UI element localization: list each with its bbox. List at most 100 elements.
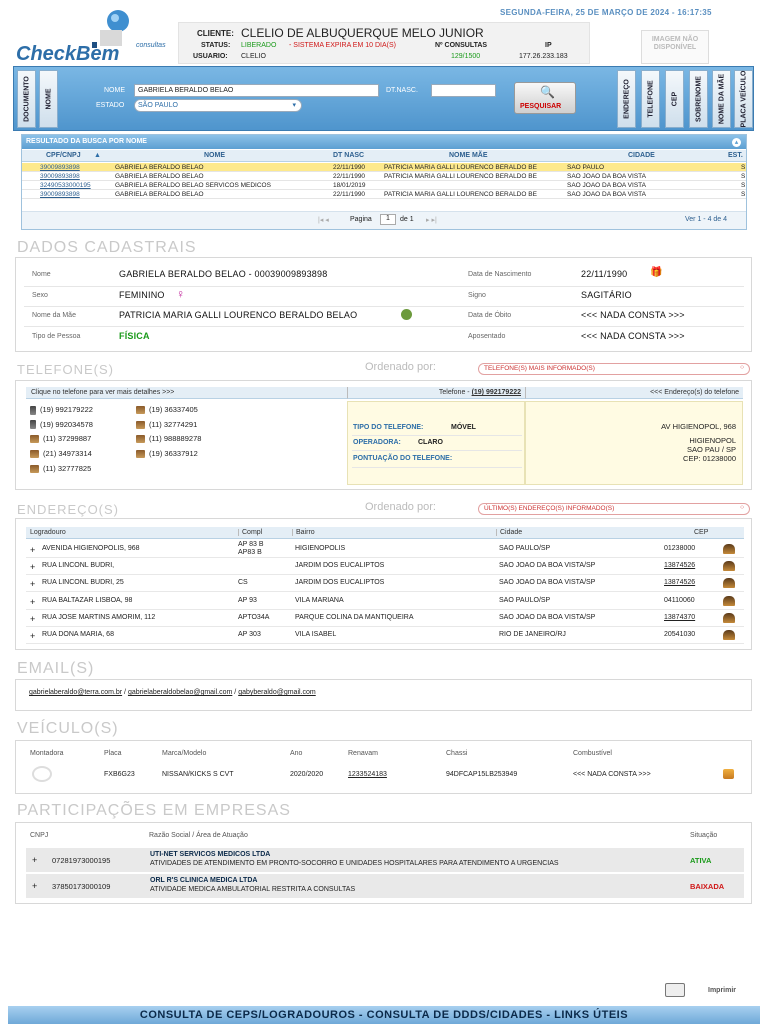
- company-name: ORL R'S CLINICA MEDICA LTDA: [150, 877, 258, 884]
- result-nome: GABRIELA BERALDO BELAO: [115, 164, 204, 171]
- col-est[interactable]: EST.: [728, 152, 743, 159]
- address-cidade: SAO PAULO/SP: [499, 545, 551, 552]
- pagina-input[interactable]: 1: [380, 214, 396, 225]
- result-dt: 22/11/1990: [333, 173, 366, 180]
- people-icon[interactable]: [723, 630, 735, 640]
- tipo-label: Tipo de Pessoa: [32, 333, 81, 340]
- phone-link[interactable]: (19) 36337912: [136, 449, 198, 459]
- enderecos-title: ENDEREÇO(S): [17, 502, 120, 517]
- pesquisar-button[interactable]: 🔍 PESQUISAR: [514, 82, 576, 114]
- telefones-title: TELEFONE(S): [17, 362, 114, 377]
- tab-telefone[interactable]: TELEFONE: [641, 70, 660, 128]
- veiculos-title: VEÍCULO(S): [17, 720, 119, 737]
- printer-icon[interactable]: [665, 983, 685, 997]
- tab-documento[interactable]: DOCUMENTO: [17, 70, 36, 128]
- expand-icon[interactable]: +: [30, 545, 36, 555]
- result-row[interactable]: 32490533000195 GABRIELA BERALDO BELAO SER…: [22, 181, 746, 190]
- expand-icon[interactable]: +: [30, 596, 36, 607]
- expand-icon[interactable]: +: [30, 631, 36, 641]
- address-cidade: SAO PAULO/SP: [499, 596, 551, 604]
- status-expire: - SISTEMA EXPIRA EM 10 DIA(S): [289, 42, 396, 49]
- dtnasc-input[interactable]: [431, 84, 496, 97]
- imprimir-link[interactable]: Imprimir: [708, 987, 737, 994]
- telephone-icon: [30, 464, 39, 473]
- phone-link[interactable]: (19) 36337405: [136, 405, 198, 415]
- nome-input[interactable]: GABRIELA BERALDO BELAO: [134, 84, 379, 97]
- result-row[interactable]: 39009893898 GABRIELA BERALDO BELAO 22/11/1…: [22, 190, 746, 199]
- tab-nome-da-mae[interactable]: NOME DA MÃE: [712, 70, 731, 128]
- tel-ordenado-label: Ordenado por:: [365, 361, 436, 373]
- logo[interactable]: CheckBem consultas: [14, 8, 174, 66]
- people-icon[interactable]: [723, 544, 735, 554]
- result-nome: GABRIELA BERALDO BELAO: [115, 173, 204, 180]
- ip-label: IP: [545, 42, 552, 49]
- results-header: CPF/CNPJ ▲ NOME DT NASC NOME MÃE CIDADE …: [22, 150, 746, 162]
- empresas-title: PARTICIPAÇÕES EM EMPRESAS: [17, 802, 291, 819]
- last-page-icon[interactable]: ▸ ▸|: [426, 217, 437, 224]
- footer-links[interactable]: CONSULTA DE CEPS/LOGRADOUROS - CONSULTA …: [8, 1006, 760, 1024]
- email-link[interactable]: gabrielaberaldobelao@gmail.com: [127, 689, 233, 696]
- estado-label: ESTADO: [96, 102, 125, 109]
- selected-phone[interactable]: (19) 992179222: [471, 389, 521, 396]
- col-dtnasc[interactable]: DT NASC: [333, 152, 365, 159]
- expand-icon[interactable]: +: [30, 562, 36, 573]
- phone-link[interactable]: (19) 992034578: [30, 420, 93, 430]
- col-chassi: Chassi: [446, 750, 468, 757]
- logo-graphic: CheckBem: [16, 10, 129, 65]
- col-nome-mae[interactable]: NOME MÃE: [449, 152, 488, 159]
- company-row: +07281973000195 UTI-NET SERVICOS MEDICOS …: [26, 848, 744, 872]
- result-nome: GABRIELA BERALDO BELAO: [115, 191, 204, 198]
- people-icon[interactable]: [723, 612, 735, 623]
- col-cidade[interactable]: CIDADE: [628, 152, 655, 159]
- expand-icon[interactable]: +: [30, 579, 36, 590]
- cliente-value: CLELIO DE ALBUQUERQUE MELO JUNIOR: [241, 26, 484, 40]
- first-page-icon[interactable]: |◂ ◂: [318, 217, 329, 224]
- phone-link[interactable]: (11) 32774291: [136, 420, 197, 429]
- company-area: ATIVIDADE MEDICA AMBULATORIAL RESTRITA A…: [150, 886, 356, 893]
- placa-value: FXB6G23: [104, 771, 135, 778]
- email-link[interactable]: gabrielaberaldo@terra.com.br: [29, 689, 123, 696]
- tab-nome[interactable]: NOME: [39, 70, 58, 128]
- result-cpf: 39009893898: [40, 191, 80, 198]
- col-placa: Placa: [104, 750, 122, 757]
- no-brand-icon: [32, 766, 52, 782]
- col-nome[interactable]: NOME: [204, 152, 225, 159]
- result-row[interactable]: 39009893898 GABRIELA BERALDO BELAO 22/11/1…: [22, 163, 746, 172]
- collapse-icon[interactable]: ▴: [732, 138, 741, 147]
- phone-number: (19) 36337912: [149, 449, 198, 459]
- tab-sobrenome[interactable]: SOBRENOME: [689, 70, 708, 128]
- phone-link[interactable]: (11) 37299887: [30, 434, 91, 444]
- tab-endereco[interactable]: ENDEREÇO: [617, 70, 636, 128]
- phone-link[interactable]: (21) 34973314: [30, 449, 92, 459]
- renavam-link[interactable]: 1233524183: [348, 771, 387, 778]
- address-cidade: SAO JOAO DA BOA VISTA/SP: [499, 579, 596, 587]
- address-cep[interactable]: 13874526: [664, 579, 696, 587]
- phone-addr-line4: CEP: 01238000: [683, 454, 736, 463]
- vehicle-detail-icon[interactable]: [723, 769, 734, 779]
- address-cep: 20541030: [664, 631, 696, 638]
- phone-link[interactable]: (11) 988889278: [136, 434, 201, 444]
- tab-cep[interactable]: CEP: [665, 70, 684, 128]
- address-cep[interactable]: 13874370: [664, 613, 696, 621]
- estado-select[interactable]: SÃO PAULO ▾: [134, 99, 302, 112]
- pagina-label: Pagina: [350, 216, 372, 223]
- end-ordenado-select[interactable]: ÚLTIMO(S) ENDEREÇO(S) INFORMADO(S) ○: [478, 503, 750, 515]
- result-row[interactable]: 39009893898 GABRIELA BERALDO BELAO 22/11/1…: [22, 172, 746, 181]
- people-icon[interactable]: [723, 578, 735, 589]
- col-cpf[interactable]: CPF/CNPJ: [46, 152, 81, 159]
- person-icon[interactable]: [401, 309, 412, 320]
- email-link[interactable]: gabyberaldo@gmail.com: [238, 689, 316, 696]
- result-est: S: [741, 173, 746, 180]
- address-cep[interactable]: 13874526: [664, 562, 696, 570]
- phone-link[interactable]: (19) 992179222: [30, 405, 93, 415]
- people-icon[interactable]: [723, 595, 735, 606]
- expand-icon[interactable]: +: [30, 613, 36, 624]
- tel-ordenado-select[interactable]: TELEFONE(S) MAIS INFORMADO(S) ○: [478, 363, 750, 375]
- phone-link[interactable]: (11) 32777825: [30, 464, 91, 473]
- tab-placa-veiculo[interactable]: PLACA VEÍCULO: [734, 70, 753, 128]
- people-icon[interactable]: [723, 561, 735, 572]
- expand-icon[interactable]: +: [32, 855, 38, 865]
- address-row: + RUA JOSE MARTINS AMORIM, 112 APTO34A PARQ…: [26, 610, 744, 627]
- expand-icon[interactable]: +: [32, 881, 38, 891]
- phone-addr-line1: AV HIGIENOPOL, 968: [661, 422, 736, 431]
